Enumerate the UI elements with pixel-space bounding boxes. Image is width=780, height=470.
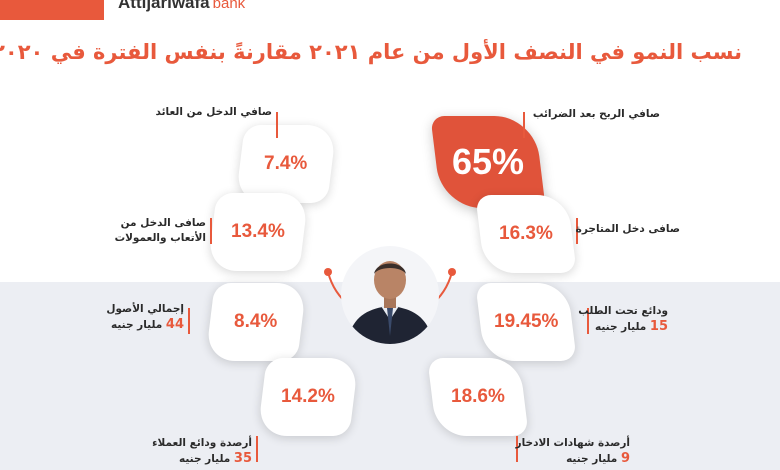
fees-label-line1: صافى الدخل من <box>120 217 206 229</box>
total-assets-label-bar <box>188 308 190 334</box>
demand-deposits-label-title: ودائع تحت الطلب <box>578 305 668 317</box>
demand-deposits-value: 19.45% <box>493 311 559 332</box>
net-return-label: صافي الدخل من العائد <box>155 106 272 118</box>
demand-deposits-unit: مليار جنيه <box>595 321 647 333</box>
customer-deposits-label: أرصدة ودائع العملاء 35 مليار جنيه <box>152 436 252 467</box>
demand-deposits-amount: 15 <box>649 319 668 334</box>
fees-value: 13.4% <box>231 221 285 242</box>
demand-deposits-label: ودائع تحت الطلب 15 مليار جنيه <box>578 304 668 335</box>
savings-certs-amount: 9 <box>620 451 630 466</box>
net-profit-label: صافي الربح بعد الضرائب <box>532 108 660 120</box>
demand-deposits-card: 19.45% <box>475 283 577 361</box>
net-profit-value: 65% <box>451 141 525 182</box>
demand-deposits-label-bar <box>587 308 589 334</box>
savings-certs-label-bar <box>516 436 518 462</box>
brand-logo: Attijariwafa bank <box>118 0 245 13</box>
trading-label: صافى دخل المتاجرة <box>575 223 680 235</box>
savings-certs-label: أرصدة شهادات الادخار 9 مليار جنيه <box>516 436 630 467</box>
total-assets-label: إجمالي الأصول 44 مليار جنيه <box>106 302 184 333</box>
net-return-card: 7.4% <box>235 125 337 203</box>
fees-card: 13.4% <box>207 193 309 271</box>
trading-label-bar <box>576 218 578 244</box>
fees-label-line2: الأتعاب والعمولات <box>114 232 206 244</box>
trading-card: 16.3% <box>475 195 577 273</box>
fees-label-bar <box>210 218 212 244</box>
total-assets-unit: مليار جنيه <box>111 319 163 331</box>
customer-deposits-unit: مليار جنيه <box>179 453 231 465</box>
savings-certs-label-title: أرصدة شهادات الادخار <box>515 437 630 449</box>
savings-certs-value: 18.6% <box>451 386 505 407</box>
net-profit-label-bar <box>523 112 525 138</box>
customer-deposits-amount: 35 <box>233 451 252 466</box>
total-assets-value: 8.4% <box>234 311 278 332</box>
net-return-value: 7.4% <box>264 153 308 174</box>
brand-color-block <box>0 0 104 20</box>
total-assets-label-title: إجمالي الأصول <box>106 303 184 315</box>
fees-label: صافى الدخل من الأتعاب والعمولات <box>115 216 206 246</box>
trading-value: 16.3% <box>499 223 553 244</box>
executive-portrait <box>341 246 439 344</box>
total-assets-amount: 44 <box>165 317 184 332</box>
customer-deposits-card: 14.2% <box>257 358 359 436</box>
customer-deposits-label-title: أرصدة ودائع العملاء <box>152 437 252 449</box>
savings-certs-unit: مليار جنيه <box>566 453 618 465</box>
total-assets-card: 8.4% <box>205 283 307 361</box>
customer-deposits-value: 14.2% <box>281 386 335 407</box>
customer-deposits-label-bar <box>256 436 258 462</box>
savings-certs-card: 18.6% <box>427 358 529 436</box>
brand-suffix: bank <box>212 0 246 12</box>
page-title: نسب النمو في النصف الأول من عام ٢٠٢١ مقا… <box>0 40 742 64</box>
brand-name: Attijariwafa <box>118 0 210 12</box>
net-return-label-bar <box>276 112 278 138</box>
